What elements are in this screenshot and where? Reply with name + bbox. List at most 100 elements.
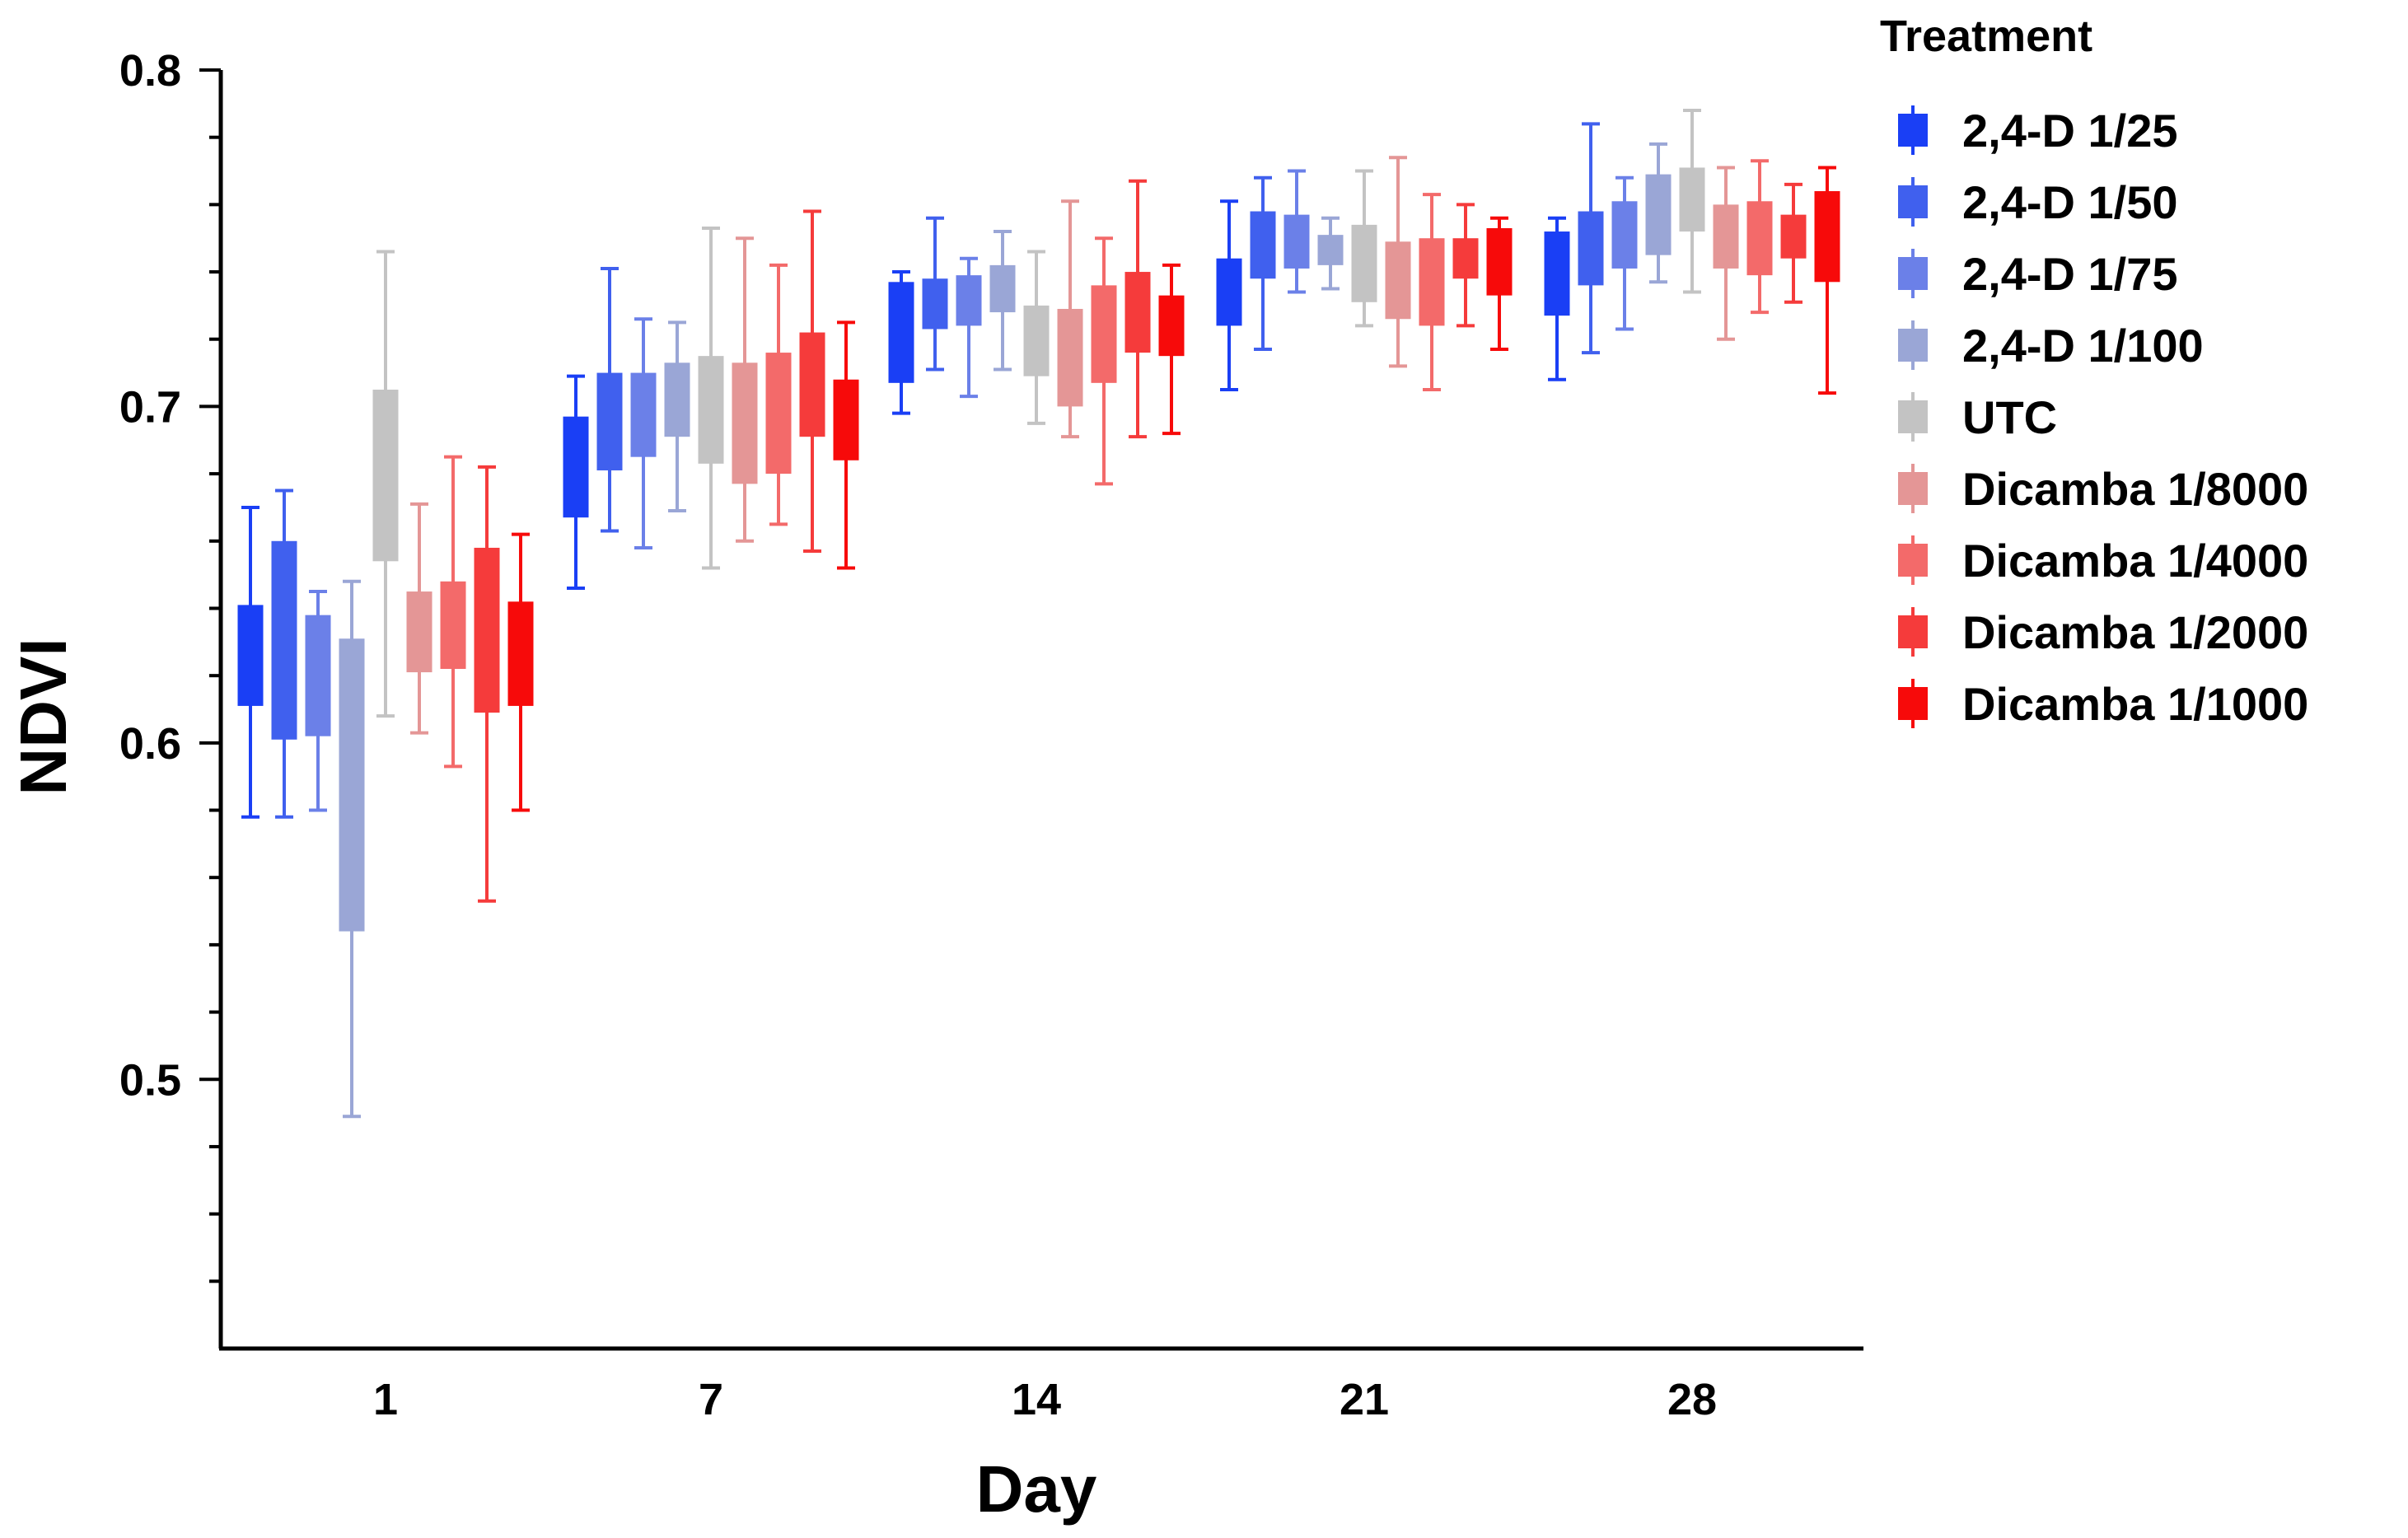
legend-swatch: [1898, 185, 1928, 218]
legend-swatch: [1898, 400, 1928, 433]
box: [1351, 224, 1377, 302]
box: [1814, 191, 1840, 283]
series-group: [271, 122, 1604, 819]
legend-items: 2,4-D 1/25 2,4-D 1/50 2,4-D 1/75 2,4-D 1/10…: [1898, 105, 2308, 730]
box: [1158, 295, 1185, 357]
x-tick-label: 21: [1340, 1375, 1389, 1424]
box: [339, 638, 365, 932]
axes: [218, 70, 1863, 1351]
box: [1023, 305, 1050, 376]
legend-swatch: [1898, 615, 1928, 648]
legend-label: 2,4-D 1/75: [1962, 248, 2178, 300]
x-tick-label: 14: [1012, 1375, 1061, 1424]
box: [406, 591, 433, 673]
box: [833, 379, 859, 460]
box: [305, 615, 331, 736]
legend-swatch: [1898, 687, 1928, 720]
x-tick-label: 7: [699, 1375, 723, 1424]
box: [630, 372, 657, 457]
y-axis-ticks: 0.5 0.6 0.7 0.8: [119, 46, 221, 1283]
box: [698, 356, 724, 464]
box: [956, 275, 982, 326]
legend-item: Dicamba 1/2000: [1898, 606, 2308, 658]
y-tick-label: 0.6: [119, 719, 181, 769]
legend-swatch: [1898, 257, 1928, 290]
box: [1486, 227, 1513, 296]
box: [1645, 174, 1672, 255]
y-tick-label: 0.7: [119, 382, 181, 432]
box: [1317, 235, 1344, 265]
legend-label: Dicamba 1/2000: [1962, 606, 2308, 658]
legend-label: Dicamba 1/1000: [1962, 678, 2308, 730]
legend-label: Dicamba 1/8000: [1962, 463, 2308, 515]
legend-swatch: [1898, 472, 1928, 505]
box: [1452, 238, 1479, 279]
box: [989, 264, 1016, 313]
y-tick-label: 0.8: [119, 46, 181, 96]
legend-item: UTC: [1898, 391, 2057, 443]
box: [372, 390, 399, 562]
legend: Treatment 2,4-D 1/25 2,4-D 1/50 2,4-D 1/75…: [1880, 12, 2308, 730]
legend-swatch: [1898, 114, 1928, 147]
box: [732, 362, 758, 484]
legend-item: Dicamba 1/4000: [1898, 535, 2308, 587]
legend-item: Dicamba 1/8000: [1898, 463, 2308, 515]
series-group: [406, 156, 1739, 735]
legend-label: 2,4-D 1/25: [1962, 105, 2178, 157]
legend-swatch: [1898, 544, 1928, 577]
legend-label: 2,4-D 1/100: [1962, 320, 2204, 372]
box: [237, 605, 264, 706]
box: [1611, 201, 1638, 269]
legend-title: Treatment: [1880, 12, 2092, 61]
series-group: [440, 159, 1773, 769]
box: [271, 540, 297, 740]
y-tick-label: 0.5: [119, 1055, 181, 1105]
box: [507, 601, 534, 706]
box: [563, 416, 589, 518]
box: [474, 547, 500, 713]
series-group: [305, 169, 1638, 812]
series-group: [507, 166, 1840, 812]
box: [1746, 201, 1773, 276]
box: [1544, 231, 1570, 316]
legend-item: 2,4-D 1/100: [1898, 320, 2204, 372]
legend-label: 2,4-D 1/50: [1962, 176, 2178, 228]
box: [1679, 167, 1705, 232]
box: [1713, 204, 1739, 269]
plot-area: [237, 109, 1840, 1119]
legend-label: UTC: [1962, 391, 2057, 443]
box: [888, 282, 914, 383]
x-tick-label: 1: [373, 1375, 398, 1424]
x-tick-label: 28: [1667, 1375, 1717, 1424]
box: [664, 362, 690, 437]
series-group: [339, 142, 1672, 1119]
box: [1419, 238, 1445, 326]
x-axis-title: Day: [976, 1452, 1097, 1526]
series-group: [474, 179, 1807, 903]
box: [1250, 211, 1276, 279]
box: [1091, 285, 1117, 383]
box: [1057, 308, 1083, 407]
box: [799, 332, 825, 437]
box: [1578, 211, 1604, 286]
box: [440, 581, 466, 669]
box: [1216, 258, 1242, 326]
legend-item: 2,4-D 1/50: [1898, 176, 2178, 228]
legend-item: 2,4-D 1/25: [1898, 105, 2178, 157]
box: [1125, 272, 1151, 353]
y-axis-title: NDVI: [7, 638, 80, 795]
series-group: [237, 199, 1570, 819]
box: [596, 372, 623, 471]
x-axis-ticks: 1 7 14 21 28: [373, 1375, 1717, 1424]
legend-item: 2,4-D 1/75: [1898, 248, 2178, 300]
box: [1385, 241, 1411, 320]
legend-label: Dicamba 1/4000: [1962, 535, 2308, 587]
legend-swatch: [1898, 329, 1928, 362]
legend-item: Dicamba 1/1000: [1898, 678, 2308, 730]
box: [765, 353, 792, 474]
box: [1283, 214, 1310, 269]
box: [1780, 214, 1807, 259]
box: [922, 278, 948, 330]
